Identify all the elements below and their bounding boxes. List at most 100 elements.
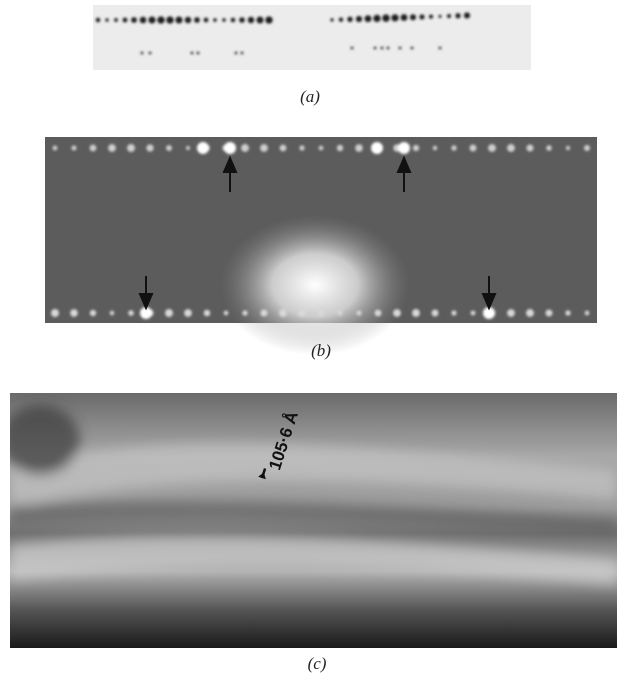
spot xyxy=(71,145,76,150)
spot xyxy=(318,310,325,317)
spot xyxy=(365,15,372,22)
spot xyxy=(507,309,515,317)
spot xyxy=(239,17,245,23)
spot xyxy=(299,145,304,150)
spot xyxy=(338,311,343,316)
page: {"panels": [{"label": "(a)"}, {"label": … xyxy=(0,0,621,679)
spot xyxy=(146,144,153,151)
spot xyxy=(337,145,343,151)
spot xyxy=(447,14,451,18)
spot xyxy=(185,17,191,23)
spot xyxy=(265,16,272,23)
spot xyxy=(127,144,135,152)
spot xyxy=(382,14,389,21)
spot xyxy=(242,310,247,315)
spot xyxy=(256,16,263,23)
spot xyxy=(197,142,209,154)
spot xyxy=(204,310,211,317)
spot xyxy=(222,18,226,22)
spot xyxy=(373,15,380,22)
spot xyxy=(464,12,470,18)
panel-c: 105·6 Å (c) xyxy=(0,393,617,673)
panel-a: (a) xyxy=(93,5,531,106)
spot xyxy=(391,14,398,21)
spot xyxy=(429,15,433,19)
spot xyxy=(471,311,476,316)
spot xyxy=(371,142,383,154)
spot xyxy=(545,309,552,316)
spot xyxy=(438,15,441,18)
spot xyxy=(157,16,164,23)
spot xyxy=(235,52,238,55)
spot xyxy=(90,145,97,152)
spot xyxy=(401,14,408,21)
spot xyxy=(355,144,363,152)
spot xyxy=(148,16,155,23)
spot xyxy=(70,309,78,317)
spot xyxy=(526,144,533,151)
spot xyxy=(114,18,118,22)
spot xyxy=(330,18,333,21)
spot xyxy=(224,311,229,316)
spot xyxy=(488,144,496,152)
spot xyxy=(585,311,590,316)
spot xyxy=(419,14,424,19)
spot xyxy=(375,310,382,317)
spot xyxy=(186,146,190,150)
spot xyxy=(566,146,570,150)
spot xyxy=(279,309,287,317)
spot xyxy=(241,144,249,152)
spot xyxy=(248,17,254,23)
spot xyxy=(51,309,59,317)
spot xyxy=(204,18,209,23)
spot xyxy=(387,47,390,50)
spot xyxy=(280,145,287,152)
spot xyxy=(213,18,217,22)
spot xyxy=(53,146,58,151)
spot xyxy=(439,47,442,50)
figure: (a) (b) 105·6 Å (c) xyxy=(0,0,621,679)
spot xyxy=(90,310,96,316)
spot xyxy=(224,142,236,154)
spot xyxy=(412,309,420,317)
spot xyxy=(451,310,456,315)
spot xyxy=(381,47,384,50)
spot xyxy=(356,310,361,315)
panel-label: (a) xyxy=(300,87,320,106)
spot xyxy=(108,144,116,152)
spot xyxy=(96,18,100,22)
spot xyxy=(197,52,200,55)
spot xyxy=(546,145,552,151)
spot xyxy=(241,52,244,55)
panel-label: (b) xyxy=(311,341,331,360)
spot xyxy=(507,144,515,152)
spot xyxy=(399,47,402,50)
spot xyxy=(123,18,128,23)
spot xyxy=(110,311,114,315)
spot xyxy=(105,18,108,21)
spot xyxy=(128,310,134,316)
spot xyxy=(165,309,173,317)
spot xyxy=(319,146,324,151)
spot xyxy=(398,142,410,154)
spot xyxy=(584,145,590,151)
spot xyxy=(410,14,416,20)
spot xyxy=(433,146,437,150)
panel-b: (b) xyxy=(45,137,597,360)
spot xyxy=(166,145,172,151)
spot xyxy=(298,309,306,317)
spot xyxy=(347,17,352,22)
spot xyxy=(565,310,570,315)
spot xyxy=(356,16,362,22)
spot xyxy=(231,18,236,23)
spot xyxy=(526,309,534,317)
spot xyxy=(184,309,192,317)
spot xyxy=(413,145,419,151)
spot xyxy=(140,17,147,24)
spot xyxy=(131,17,137,23)
spot xyxy=(191,52,194,55)
panel-label: (c) xyxy=(308,654,327,673)
spot xyxy=(260,309,267,316)
spot xyxy=(339,17,343,21)
spot xyxy=(194,17,200,23)
